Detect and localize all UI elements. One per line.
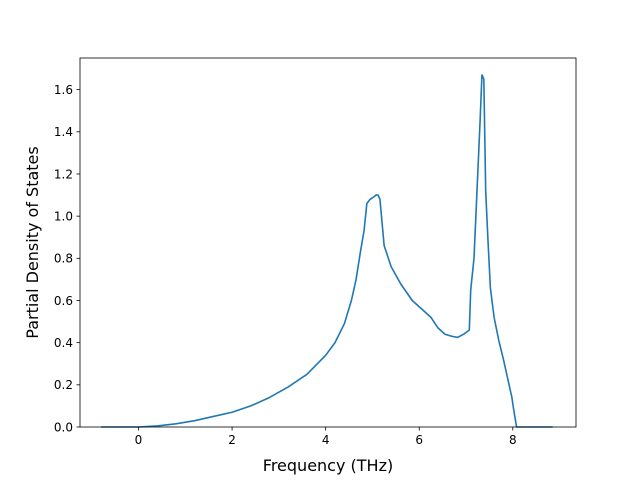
y-axis-ticks: 0.0 0.2 0.4 0.6 0.8 1.0 1.2 1.4 1.6	[54, 83, 80, 434]
y-tick-label: 1.6	[54, 83, 73, 97]
series-line	[101, 74, 553, 428]
y-tick-label: 0.2	[54, 378, 73, 392]
y-tick-label: 1.4	[54, 125, 73, 139]
x-tick-label: 6	[415, 433, 423, 447]
x-tick-label: 0	[135, 433, 143, 447]
plot-area	[101, 74, 553, 428]
y-tick-label: 1.0	[54, 209, 73, 223]
y-tick-label: 0.0	[54, 420, 73, 434]
x-axis-ticks: 0 2 4 6 8	[135, 427, 517, 447]
x-axis-label: Frequency (THz)	[263, 456, 393, 475]
y-tick-label: 0.8	[54, 252, 73, 266]
x-tick-label: 4	[322, 433, 330, 447]
y-tick-label: 0.6	[54, 294, 73, 308]
y-tick-label: 0.4	[54, 336, 73, 350]
x-tick-label: 8	[509, 433, 517, 447]
y-axis-label: Partial Density of States	[23, 146, 42, 338]
axes-frame	[79, 57, 577, 428]
y-tick-label: 1.2	[54, 167, 73, 181]
x-tick-label: 2	[228, 433, 236, 447]
